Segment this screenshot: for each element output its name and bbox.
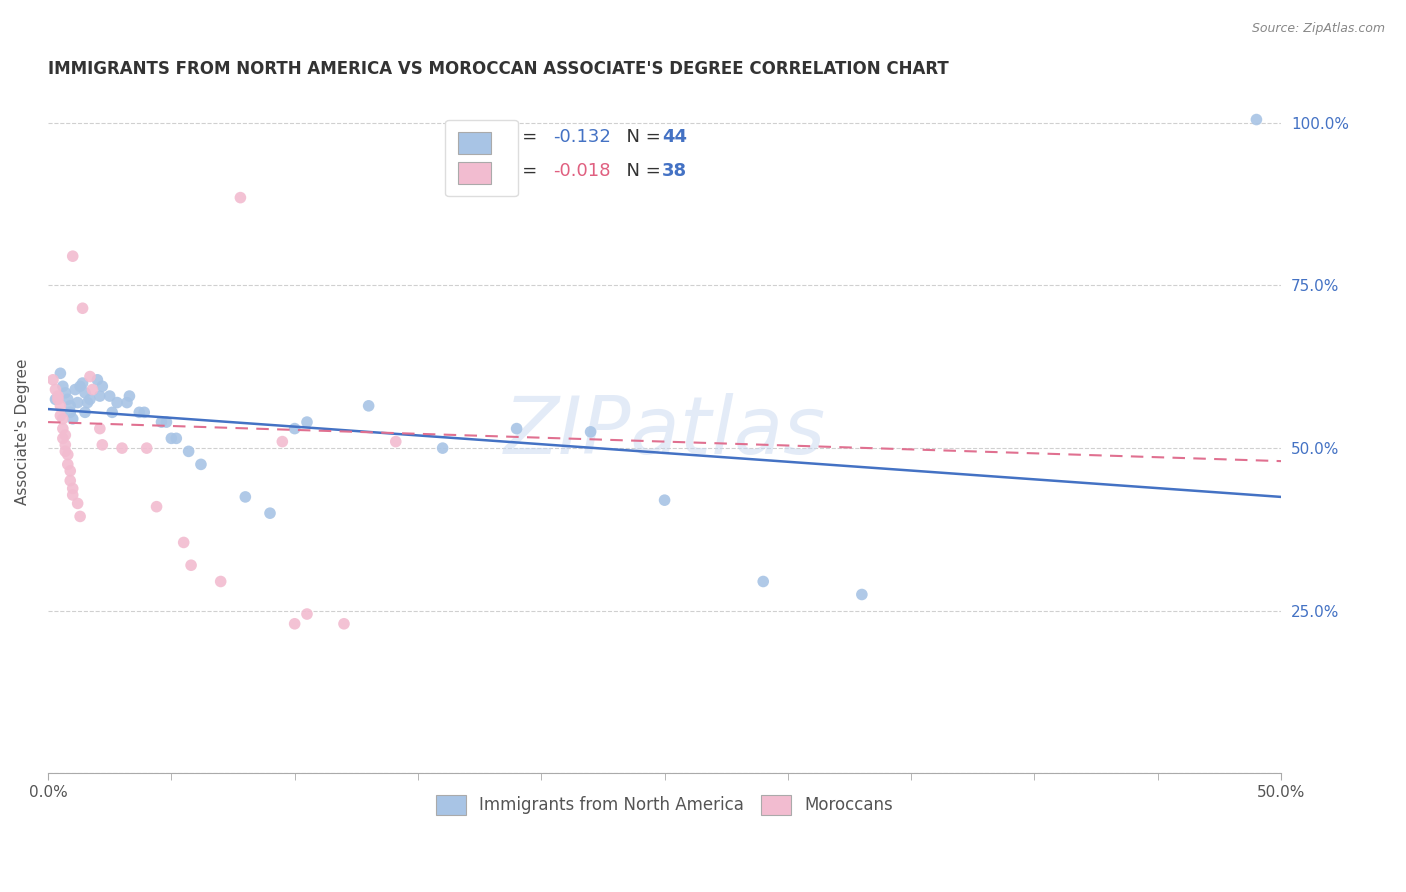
Point <box>62 412 84 426</box>
Point <box>73 405 96 419</box>
Text: -0.018: -0.018 <box>554 162 612 180</box>
Point <box>333 616 356 631</box>
Point <box>180 558 202 573</box>
Point <box>72 376 94 390</box>
Point <box>69 509 91 524</box>
Point <box>91 379 114 393</box>
Point <box>76 395 98 409</box>
Point <box>177 444 200 458</box>
Point <box>62 482 84 496</box>
Point <box>59 399 82 413</box>
Point <box>79 392 101 407</box>
Point <box>98 389 121 403</box>
Point <box>229 191 252 205</box>
Text: N =: N = <box>616 162 666 180</box>
Point <box>209 574 232 589</box>
Point <box>86 373 108 387</box>
Point <box>66 496 89 510</box>
Point <box>134 405 156 419</box>
Point <box>59 405 82 419</box>
Point <box>284 421 307 435</box>
Point <box>46 389 69 403</box>
Point <box>82 383 104 397</box>
Point <box>53 385 76 400</box>
Point <box>150 415 173 429</box>
Point <box>52 431 75 445</box>
Point <box>56 448 79 462</box>
Point <box>46 392 69 407</box>
Text: R =: R = <box>505 128 543 145</box>
Point <box>62 488 84 502</box>
Point <box>79 369 101 384</box>
Text: R =: R = <box>505 162 543 180</box>
Point <box>145 500 167 514</box>
Point <box>53 444 76 458</box>
Point <box>72 301 94 316</box>
Point <box>53 438 76 452</box>
Point <box>295 415 318 429</box>
Point <box>295 607 318 621</box>
Point <box>69 379 91 393</box>
Point <box>49 366 72 380</box>
Point <box>118 389 141 403</box>
Point <box>73 385 96 400</box>
Point <box>135 441 157 455</box>
Point <box>91 438 114 452</box>
Point <box>56 458 79 472</box>
Point <box>89 389 111 403</box>
Point <box>44 383 66 397</box>
Text: N =: N = <box>616 128 666 145</box>
Text: 44: 44 <box>662 128 688 145</box>
Text: 38: 38 <box>662 162 688 180</box>
Y-axis label: Associate's Degree: Associate's Degree <box>15 359 30 505</box>
Point <box>432 441 454 455</box>
Point <box>49 399 72 413</box>
Point <box>115 395 138 409</box>
Point <box>89 421 111 435</box>
Point <box>59 474 82 488</box>
Point <box>384 434 406 449</box>
Point <box>44 392 66 407</box>
Point <box>752 574 775 589</box>
Point <box>190 458 212 472</box>
Point <box>59 464 82 478</box>
Point <box>101 405 124 419</box>
Point <box>155 415 177 429</box>
Point <box>63 383 86 397</box>
Point <box>284 616 307 631</box>
Point <box>111 441 134 455</box>
Point <box>1246 112 1268 127</box>
Point <box>49 409 72 423</box>
Point <box>42 373 65 387</box>
Point <box>357 399 380 413</box>
Point <box>271 434 294 449</box>
Point <box>52 412 75 426</box>
Point <box>173 535 195 549</box>
Point <box>654 493 676 508</box>
Text: Source: ZipAtlas.com: Source: ZipAtlas.com <box>1251 22 1385 36</box>
Point <box>56 392 79 407</box>
Point <box>851 587 873 601</box>
Point <box>52 421 75 435</box>
Point <box>128 405 150 419</box>
Point <box>165 431 187 445</box>
Text: ZIPatlas: ZIPatlas <box>503 392 825 471</box>
Point <box>62 249 84 263</box>
Point <box>66 395 89 409</box>
Text: -0.132: -0.132 <box>554 128 612 145</box>
Point <box>105 395 128 409</box>
Legend: Immigrants from North America, Moroccans: Immigrants from North America, Moroccans <box>427 786 901 823</box>
Point <box>505 421 527 435</box>
Text: IMMIGRANTS FROM NORTH AMERICA VS MOROCCAN ASSOCIATE'S DEGREE CORRELATION CHART: IMMIGRANTS FROM NORTH AMERICA VS MOROCCA… <box>48 60 949 78</box>
Point <box>579 425 602 439</box>
Point <box>259 506 281 520</box>
Point <box>52 379 75 393</box>
Point <box>160 431 183 445</box>
Point <box>53 428 76 442</box>
Point <box>233 490 256 504</box>
